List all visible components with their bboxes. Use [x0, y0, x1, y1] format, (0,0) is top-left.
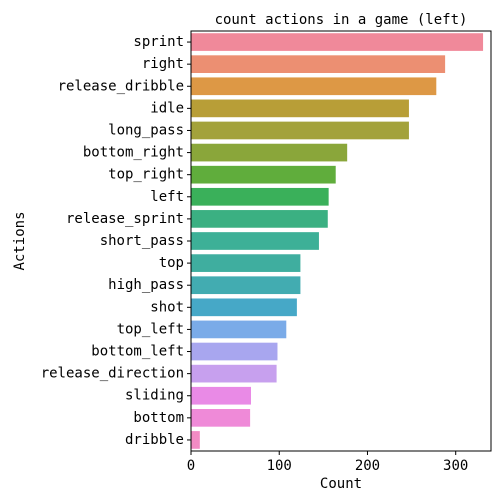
bar-left [191, 187, 329, 206]
bar-bottom-left [191, 342, 278, 361]
y-tick-label: top [159, 255, 184, 271]
x-tick-label: 200 [355, 458, 380, 474]
y-tick-label: release_direction [41, 366, 184, 382]
y-tick-label: left [150, 189, 184, 205]
bar-release-direction [191, 364, 277, 383]
bar-bottom-right [191, 143, 348, 162]
y-tick-label: bottom_left [91, 344, 184, 360]
chart-title: count actions in a game (left) [215, 12, 468, 28]
bars-group [191, 33, 484, 449]
bar-shot [191, 298, 297, 317]
bar-long-pass [191, 121, 409, 140]
bar-release-dribble [191, 77, 437, 96]
y-tick-label: top_right [108, 167, 184, 183]
y-tick-label: sliding [125, 388, 184, 404]
bar-top-left [191, 320, 287, 339]
bar-release-sprint [191, 210, 328, 228]
y-tick-label: sprint [133, 34, 184, 50]
y-tick-label: release_sprint [66, 211, 184, 227]
plot-frame [190, 30, 492, 452]
y-tick-label: short_pass [100, 233, 184, 249]
y-tick-label: long_pass [108, 122, 184, 138]
bar-sprint [191, 33, 484, 51]
x-ticks: 0 100 200 300 [187, 451, 468, 474]
bar-high-pass [191, 276, 301, 295]
bar-idle [191, 99, 409, 118]
bar-bottom [191, 409, 251, 427]
x-tick-label: 300 [443, 458, 468, 474]
x-axis-title: Count [320, 476, 362, 492]
x-tick-label: 0 [187, 458, 195, 474]
y-axis-title: Actions [12, 211, 28, 270]
y-tick-label: high_pass [108, 277, 184, 293]
x-tick-label: 100 [267, 458, 292, 474]
bar-top [191, 254, 301, 272]
y-tick-label: dribble [125, 432, 184, 448]
y-tick-label: shot [150, 299, 184, 315]
y-tick-label: bottom [133, 410, 184, 426]
y-tick-label: release_dribble [58, 78, 184, 94]
bar-dribble [191, 431, 200, 449]
bar-sliding [191, 386, 251, 405]
y-tick-label: right [142, 56, 184, 72]
y-tick-label: top_left [117, 321, 184, 337]
y-tick-label: bottom_right [83, 145, 184, 161]
bar-top-right [191, 165, 336, 184]
bar-short-pass [191, 232, 319, 250]
bar-right [191, 55, 446, 73]
y-tick-label: idle [150, 100, 184, 116]
